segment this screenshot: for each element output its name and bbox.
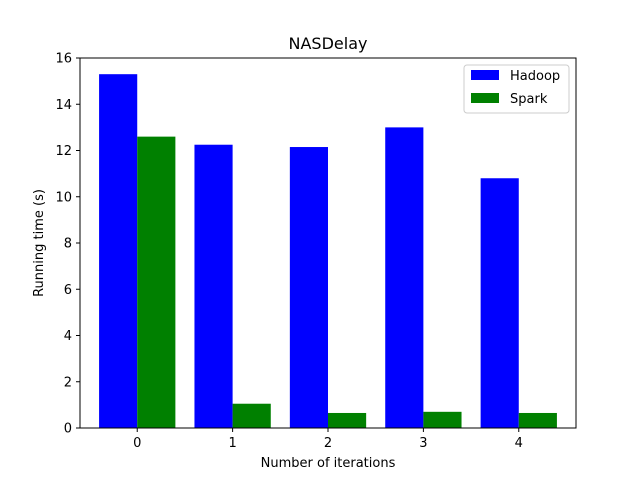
y-tick-label: 8 (64, 237, 72, 252)
x-tick-label: 2 (324, 436, 332, 451)
bars-group (99, 74, 557, 429)
chart-title: NASDelay (289, 34, 368, 53)
bar-spark-4 (518, 412, 557, 428)
x-tick-label: 4 (515, 436, 523, 451)
x-axis-ticks: 0 1 2 3 4 (133, 428, 523, 451)
bar-hadoop-0 (99, 74, 138, 428)
bar-hadoop-3 (385, 127, 424, 429)
y-tick-label: 6 (64, 283, 72, 298)
legend-label-hadoop: Hadoop (510, 69, 560, 84)
y-axis-label: Running time (s) (32, 189, 47, 297)
y-tick-label: 16 (55, 52, 72, 67)
y-tick-label: 10 (55, 190, 72, 205)
bar-spark-0 (137, 136, 176, 429)
bar-hadoop-1 (194, 144, 233, 428)
x-tick-label: 0 (133, 436, 141, 451)
x-axis-label: Number of iterations (261, 456, 396, 471)
legend-label-spark: Spark (510, 92, 548, 107)
bar-spark-1 (232, 403, 271, 428)
y-axis-ticks: 0 2 4 6 8 10 12 14 16 (55, 52, 80, 437)
y-tick-label: 0 (64, 422, 72, 437)
bar-hadoop-4 (480, 178, 519, 428)
x-tick-label: 3 (419, 436, 427, 451)
legend-swatch-hadoop (471, 70, 499, 80)
bar-hadoop-2 (289, 147, 328, 428)
x-tick-label: 1 (228, 436, 236, 451)
legend-swatch-spark (471, 93, 499, 103)
bar-spark-2 (328, 412, 367, 428)
y-tick-label: 12 (55, 144, 72, 159)
y-tick-label: 14 (55, 98, 72, 113)
legend: Hadoop Spark (463, 64, 570, 114)
y-tick-label: 2 (64, 375, 72, 390)
bar-spark-3 (423, 411, 462, 428)
y-tick-label: 4 (64, 329, 72, 344)
